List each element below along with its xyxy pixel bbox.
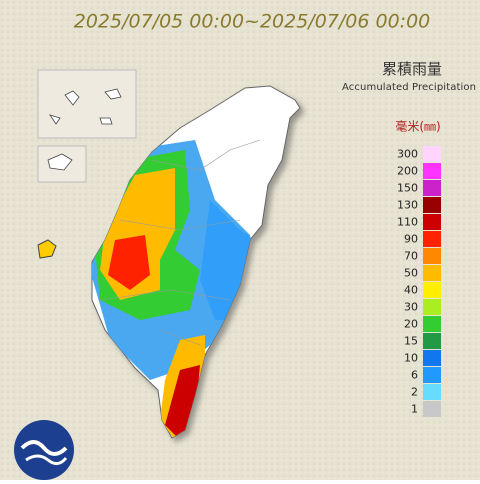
islands	[47, 88, 122, 171]
legend-title: 累積雨量	[382, 60, 442, 78]
legend-swatch	[423, 299, 441, 315]
legend-label: 200	[397, 165, 418, 178]
penghu	[37, 239, 57, 259]
legend-swatch	[423, 163, 441, 179]
legend-label: 30	[404, 301, 418, 314]
legend-swatch	[423, 231, 441, 247]
legend-label: 90	[404, 233, 418, 246]
legend-label: 2	[411, 386, 418, 399]
legend-swatch	[423, 248, 441, 264]
legend-swatch	[423, 180, 441, 196]
legend-swatch	[423, 333, 441, 349]
legend-label: 10	[404, 352, 418, 365]
legend-swatch	[423, 265, 441, 281]
legend-swatch	[423, 146, 441, 162]
legend-label: 20	[404, 318, 418, 331]
title: 2025/07/05 00:00~2025/07/06 00:00	[74, 11, 431, 33]
legend-swatch	[423, 316, 441, 332]
legend-label: 1	[411, 403, 418, 416]
legend-label: 15	[404, 335, 418, 348]
legend-swatch	[423, 384, 441, 400]
legend-swatch	[423, 401, 441, 417]
legend-swatch	[423, 197, 441, 213]
legend-label: 6	[411, 369, 418, 382]
logo	[14, 420, 74, 480]
legend-label: 70	[404, 250, 418, 263]
legend-unit: 毫米(㎜)	[395, 119, 440, 134]
inset-box	[37, 69, 137, 139]
legend-label: 110	[397, 216, 418, 229]
legend-swatch	[423, 282, 441, 298]
legend-label: 40	[404, 284, 418, 297]
legend-label: 50	[404, 267, 418, 280]
boundaries	[99, 139, 261, 346]
legend-label: 300	[397, 148, 418, 161]
legend-swatch	[423, 350, 441, 366]
legend-subtitle: Accumulated Precipitation	[342, 82, 476, 93]
legend-label: 150	[397, 182, 418, 195]
legend-swatch	[423, 214, 441, 230]
legend-swatch	[423, 367, 441, 383]
legend-label: 130	[397, 199, 418, 212]
